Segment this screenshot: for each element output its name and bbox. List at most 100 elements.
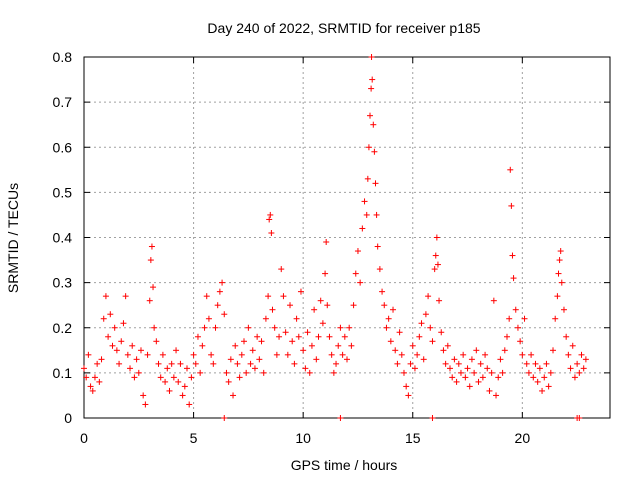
data-point [262, 315, 269, 322]
data-point [574, 360, 581, 367]
data-point [536, 365, 543, 372]
data-point [509, 252, 516, 259]
data-point [251, 365, 258, 372]
data-point [146, 297, 153, 304]
data-point [369, 76, 376, 83]
data-point [501, 347, 508, 354]
data-point [223, 369, 230, 376]
data-point [199, 342, 206, 349]
x-tick-label: 0 [80, 430, 88, 446]
data-point [120, 320, 127, 327]
data-point [466, 383, 473, 390]
data-point [116, 360, 123, 367]
data-point [488, 369, 495, 376]
data-point [221, 415, 228, 421]
data-point [98, 356, 105, 363]
data-point [236, 374, 243, 381]
data-point [563, 333, 570, 340]
data-point [425, 293, 432, 300]
y-axis-title: SRMTID / TECUs [5, 183, 21, 293]
data-point [416, 333, 423, 340]
data-point [519, 351, 526, 358]
data-point [429, 415, 436, 421]
y-tick-label: 0.8 [53, 49, 73, 65]
data-point [436, 297, 443, 304]
data-point [291, 360, 298, 367]
data-point [238, 351, 245, 358]
data-point [173, 347, 180, 354]
data-point [539, 387, 546, 394]
data-point [148, 243, 155, 250]
data-point [190, 351, 197, 358]
data-point [493, 392, 500, 399]
data-point [140, 392, 147, 399]
data-point [205, 315, 212, 322]
data-point [479, 374, 486, 381]
data-point [381, 302, 388, 309]
data-point [521, 315, 528, 322]
data-point [449, 374, 456, 381]
data-point [409, 342, 416, 349]
data-point [444, 342, 451, 349]
data-point [313, 356, 320, 363]
data-point [497, 356, 504, 363]
data-point [578, 351, 585, 358]
data-point [365, 144, 372, 151]
data-point [315, 333, 322, 340]
data-point [201, 324, 208, 331]
plot-area-border [83, 56, 611, 419]
data-point [532, 360, 539, 367]
data-point [370, 121, 377, 128]
data-point [302, 365, 309, 372]
data-point [484, 365, 491, 372]
data-point [431, 266, 438, 273]
data-point [565, 351, 572, 358]
data-point [306, 369, 313, 376]
data-point [403, 383, 410, 390]
data-point [221, 311, 228, 318]
data-point [232, 342, 239, 349]
data-point [276, 333, 283, 340]
data-point [118, 338, 125, 345]
data-point [328, 351, 335, 358]
data-point [289, 338, 296, 345]
data-point [96, 378, 103, 385]
data-points [81, 54, 589, 421]
data-point [344, 356, 350, 363]
data-point [203, 293, 210, 300]
data-point [175, 378, 182, 385]
data-point [256, 356, 263, 363]
data-point [150, 284, 157, 291]
data-point [127, 365, 134, 372]
data-point [109, 342, 116, 349]
data-point [197, 369, 204, 376]
data-point [188, 374, 195, 381]
data-point [442, 360, 449, 367]
y-tick-label: 0.4 [53, 230, 73, 246]
data-point [319, 320, 326, 327]
data-point [550, 347, 557, 354]
data-point [567, 365, 574, 372]
data-point [376, 266, 383, 273]
data-point [557, 248, 564, 255]
data-point [105, 333, 112, 340]
data-point [453, 378, 460, 385]
data-point [576, 369, 583, 376]
data-point [555, 270, 562, 277]
data-point [477, 360, 484, 367]
data-point [81, 365, 87, 372]
data-point [214, 302, 221, 309]
data-point [113, 347, 120, 354]
data-point [219, 279, 226, 286]
data-point [490, 297, 497, 304]
data-point [337, 324, 344, 331]
data-point [440, 347, 447, 354]
data-point [451, 356, 458, 363]
data-point [457, 369, 464, 376]
data-point [273, 351, 280, 358]
data-point [405, 392, 412, 399]
data-point [184, 365, 191, 372]
data-point [475, 378, 482, 385]
data-point [269, 306, 276, 313]
